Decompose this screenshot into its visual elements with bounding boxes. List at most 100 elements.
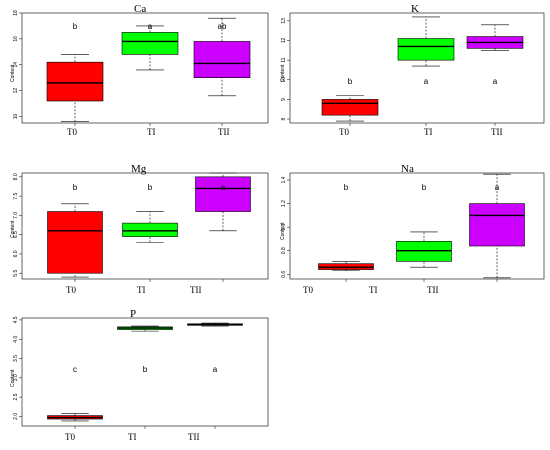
x-category-label: T0 [339, 127, 349, 137]
y-tick-label: 2.0 [13, 413, 19, 420]
y-tick-label: 6.5 [13, 231, 19, 238]
y-tick-label: 6.0 [13, 250, 19, 257]
box-tii [195, 172, 251, 232]
significance-letter: b [422, 183, 427, 192]
x-category-label: TI [424, 127, 433, 137]
x-category-label: TI [128, 432, 137, 442]
x-category-label: TI [369, 285, 378, 295]
chart-title: K [411, 3, 419, 15]
chart-title: P [130, 308, 137, 320]
chart-panel-ca: Ca Content T0 TI TII 10 12 14 16 18 b a ab [0, 0, 275, 148]
boxplot-svg: 10 12 14 16 18 b a ab [13, 10, 269, 126]
boxplot-svg: 2.0 2.5 3.0 3.5 4.0 4.5 c b a [13, 316, 269, 429]
box-ti [122, 211, 178, 243]
y-tick-label: 5.5 [13, 270, 19, 277]
y-tick-label: 3.5 [13, 355, 19, 362]
y-tick-label: 7.0 [13, 212, 19, 219]
y-tick-label: 0.6 [281, 271, 287, 278]
box-ti [396, 231, 452, 268]
x-category-label: TII [190, 285, 202, 295]
y-tick-label: 14 [13, 62, 19, 68]
significance-letter: b [143, 365, 148, 374]
x-category-label: TII [218, 127, 230, 137]
box-t0 [321, 95, 379, 122]
chart-title: Ca [134, 3, 147, 15]
chart-panel-p: P Content T0 TI TII 2.0 2.5 3.0 3.5 4.0 4.5 c b… [0, 305, 275, 450]
box-iqr [195, 176, 251, 212]
significance-letter: a [148, 22, 153, 31]
y-tick-label: 3.0 [13, 374, 19, 381]
significance-letter: a [213, 365, 218, 374]
y-tick-label: 8.0 [13, 173, 19, 180]
chart-title: Mg [131, 163, 147, 175]
chart-title: Na [401, 163, 414, 175]
box-iqr [121, 32, 179, 55]
boxplot-svg: 8 9 10 11 12 13 b a a [281, 12, 545, 126]
y-tick-label: 11 [281, 57, 287, 62]
significance-letter: a [424, 77, 429, 86]
y-tick-label: 10 [281, 77, 287, 83]
chart-panel-mg: Mg Content T0 TI TII 5.5 6.0 6.5 7.0 7.5 8.0 b… [0, 160, 275, 308]
box-tii [466, 24, 524, 51]
y-tick-label: 10 [13, 114, 19, 120]
box-ti [117, 325, 173, 332]
box-iqr [193, 41, 251, 79]
box-iqr [321, 99, 379, 116]
y-tick-label: 0.8 [281, 247, 287, 254]
box-tii [187, 322, 243, 327]
x-category-label: T0 [66, 285, 76, 295]
y-tick-label: 12 [281, 38, 287, 44]
y-tick-label: 18 [13, 10, 19, 16]
significance-letter: c [73, 365, 77, 374]
y-tick-label: 4.0 [13, 336, 19, 343]
box-ti [121, 25, 179, 71]
y-tick-label: 16 [13, 36, 19, 42]
y-tick-label: 7.5 [13, 192, 19, 199]
boxplot-svg: 5.5 6.0 6.5 7.0 7.5 8.0 b b a [13, 172, 269, 282]
box-ti [397, 16, 455, 67]
box-tii [469, 173, 525, 279]
y-tick-label: 13 [281, 18, 287, 24]
box-iqr [46, 61, 104, 102]
y-tick-label: 1.4 [281, 176, 287, 183]
plot-frame [289, 12, 545, 124]
x-category-label: TI [137, 285, 146, 295]
significance-letter: a [493, 77, 498, 86]
x-category-label: TII [188, 432, 200, 442]
y-tick-label: 1.2 [281, 200, 287, 207]
chart-panel-k: K Content T0 TI TII 8 9 10 11 12 13 b a a [275, 0, 550, 148]
significance-letter: b [344, 183, 349, 192]
y-tick-label: 1.0 [281, 223, 287, 230]
box-iqr [47, 211, 103, 274]
y-tick-label: 2.5 [13, 393, 19, 400]
y-tick-label: 9 [281, 98, 287, 101]
plot-frame [289, 172, 545, 280]
significance-letter: b [73, 22, 78, 31]
box-iqr [122, 222, 178, 237]
plot-frame [21, 172, 269, 280]
box-t0 [47, 412, 103, 422]
chart-panel-na: Na Content T0 TI TII 0.6 0.8 1.0 1.2 1.4 b b a [275, 160, 550, 308]
significance-letter: ab [218, 22, 227, 31]
box-tii [193, 17, 251, 97]
box-t0 [47, 203, 103, 278]
box-t0 [318, 261, 374, 272]
y-tick-label: 4.5 [13, 316, 19, 323]
box-t0 [46, 54, 104, 123]
boxplot-svg: 0.6 0.8 1.0 1.2 1.4 b b a [281, 172, 545, 282]
plot-frame [21, 12, 269, 124]
box-iqr [397, 38, 455, 61]
x-category-label: TII [427, 285, 439, 295]
y-tick-label: 8 [281, 117, 287, 120]
x-category-label: TI [147, 127, 156, 137]
significance-letter: a [495, 183, 500, 192]
significance-letter: b [148, 183, 153, 192]
x-category-label: T0 [67, 127, 77, 137]
significance-letter: b [348, 77, 353, 86]
y-tick-label: 12 [13, 88, 19, 94]
x-category-label: TII [491, 127, 503, 137]
box-iqr [469, 203, 525, 247]
x-category-label: T0 [65, 432, 75, 442]
x-category-label: T0 [303, 285, 313, 295]
significance-letter: b [73, 183, 78, 192]
